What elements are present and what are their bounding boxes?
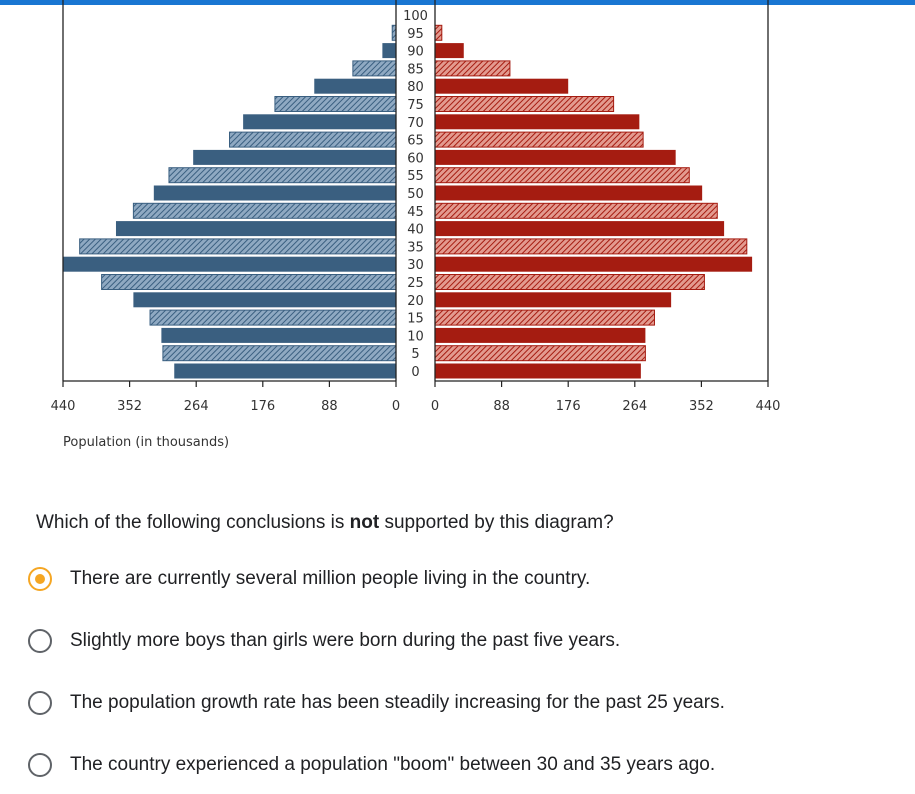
age-label-30: 30 [407, 258, 424, 273]
answer-option-label: Slightly more boys than girls were born … [70, 630, 621, 651]
age-label-35: 35 [407, 240, 424, 255]
right-tick-label: 352 [689, 399, 714, 414]
left-tick-label: 0 [392, 399, 400, 414]
right-bar-age-15 [434, 309, 655, 326]
left-bar-age-10 [161, 327, 396, 343]
question-text: Which of the following conclusions is no… [36, 512, 614, 533]
right-bar-age-40 [435, 221, 725, 237]
age-label-25: 25 [407, 276, 424, 291]
right-bar-age-95 [434, 24, 443, 41]
right-bar-age-50 [435, 185, 703, 201]
age-label-65: 65 [407, 134, 424, 149]
left-tick-label: 88 [321, 399, 338, 414]
right-bar-age-70 [435, 114, 640, 130]
left-bar-age-30 [63, 256, 396, 272]
age-label-75: 75 [407, 98, 424, 113]
age-label-80: 80 [407, 80, 424, 95]
right-tick-label: 0 [431, 399, 439, 414]
radio-button[interactable] [28, 567, 52, 591]
left-bar-age-80 [314, 78, 396, 94]
x-axis-label: Population (in thousands) [63, 435, 229, 450]
left-bar-age-65 [229, 131, 397, 148]
left-bar-age-15 [149, 309, 397, 326]
age-label-90: 90 [407, 45, 424, 60]
left-bar-age-0 [174, 363, 396, 379]
left-bar-age-85 [352, 60, 397, 77]
right-bar-age-65 [434, 131, 644, 148]
left-tick-label: 176 [250, 399, 275, 414]
answer-option-1[interactable]: There are currently several million peop… [27, 566, 887, 596]
answer-option-label: The country experienced a population "bo… [70, 754, 716, 775]
top-accent-bar [0, 0, 915, 5]
left-bar-age-75 [274, 96, 397, 112]
left-bar-age-60 [193, 149, 396, 165]
right-tick-label: 88 [493, 399, 510, 414]
age-label-45: 45 [407, 205, 424, 220]
right-bar-age-0 [435, 363, 641, 379]
age-label-10: 10 [407, 329, 424, 344]
right-bar-age-30 [435, 256, 753, 272]
right-bar-age-75 [434, 96, 615, 112]
left-bar-age-20 [133, 292, 396, 308]
right-tick-label: 440 [756, 399, 781, 414]
age-label-40: 40 [407, 223, 424, 238]
answer-option-3[interactable]: The population growth rate has been stea… [27, 690, 887, 720]
right-bar-age-25 [434, 274, 705, 290]
age-label-100: 100 [403, 9, 428, 24]
radio-button[interactable] [28, 753, 52, 777]
left-bar-age-50 [153, 185, 396, 201]
right-tick-label: 176 [556, 399, 581, 414]
left-bar-age-90 [382, 43, 396, 59]
left-bar-age-70 [243, 114, 396, 130]
age-label-5: 5 [411, 347, 419, 362]
answer-option-4[interactable]: The country experienced a population "bo… [27, 752, 887, 782]
age-label-70: 70 [407, 116, 424, 131]
radio-button[interactable] [28, 629, 52, 653]
age-label-50: 50 [407, 187, 424, 202]
age-label-95: 95 [407, 27, 424, 42]
left-bar-age-40 [115, 221, 397, 237]
age-label-20: 20 [407, 294, 424, 309]
age-label-55: 55 [407, 169, 424, 184]
population-pyramid-chart: 0 5 10 15 20 25 30 35 40 45 50 55 60 65 70 75 80 85 90 95 10… [51, 0, 781, 450]
age-label-15: 15 [407, 312, 424, 327]
left-tick-label: 440 [51, 399, 76, 414]
right-bar-age-85 [434, 60, 511, 77]
left-tick-label: 352 [117, 399, 142, 414]
right-bar-age-55 [434, 167, 690, 184]
age-label-85: 85 [407, 62, 424, 77]
age-label-0: 0 [411, 365, 419, 380]
answer-option-label: The population growth rate has been stea… [70, 692, 725, 713]
left-bar-age-35 [79, 238, 397, 255]
right-bar-age-35 [434, 238, 748, 255]
left-tick-label: 264 [184, 399, 209, 414]
right-bar-age-90 [435, 43, 464, 59]
right-bar-age-80 [435, 78, 569, 94]
left-bar-age-25 [101, 274, 397, 290]
left-bar-age-55 [168, 167, 397, 184]
left-bar-age-45 [132, 202, 397, 219]
right-bar-age-20 [435, 292, 672, 308]
answer-option-label: There are currently several million peop… [70, 568, 591, 589]
question-emphasis: not [349, 512, 380, 533]
right-bar-age-60 [435, 149, 676, 165]
left-bar-age-5 [162, 345, 397, 362]
right-bar-age-45 [434, 202, 718, 219]
radio-button[interactable] [28, 691, 52, 715]
right-tick-label: 264 [622, 399, 647, 414]
answer-option-2[interactable]: Slightly more boys than girls were born … [27, 628, 887, 658]
age-label-60: 60 [407, 151, 424, 166]
right-bar-age-10 [435, 327, 646, 343]
right-bar-age-5 [434, 345, 646, 362]
